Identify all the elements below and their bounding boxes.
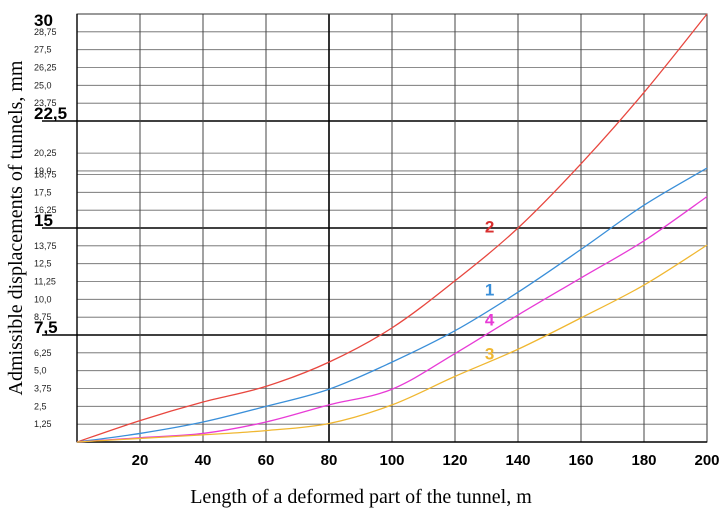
chart-grid bbox=[42, 13, 708, 443]
y-tick-label: 17,5 bbox=[34, 187, 52, 197]
x-tick-label: 120 bbox=[442, 452, 467, 469]
x-tick-label: 140 bbox=[505, 452, 530, 469]
series-line-3 bbox=[76, 244, 708, 443]
y-major-tick-label: 30 bbox=[34, 11, 53, 30]
y-tick-label: 11,25 bbox=[34, 277, 56, 287]
y-tick-label: 18,75 bbox=[34, 170, 57, 180]
series-line-1 bbox=[76, 167, 708, 443]
x-tick-label: 20 bbox=[132, 452, 149, 469]
chart-series bbox=[76, 13, 708, 443]
y-tick-label: 20,25 bbox=[34, 148, 57, 158]
y-major-tick-label: 22,5 bbox=[34, 104, 67, 123]
y-tick-label: 10,0 bbox=[34, 294, 52, 304]
y-tick-label: 27,5 bbox=[34, 45, 52, 55]
x-tick-label: 80 bbox=[321, 452, 338, 469]
curve-label-2: 2 bbox=[485, 218, 494, 237]
curve-label-1: 1 bbox=[485, 280, 494, 299]
x-tick-label: 200 bbox=[694, 452, 719, 469]
curve-labels: 2 1 4 3 bbox=[485, 218, 495, 364]
y-tick-label: 12,5 bbox=[34, 259, 52, 269]
y-tick-label: 16,25 bbox=[34, 205, 57, 215]
y-major-tick-label: 7,5 bbox=[34, 318, 58, 337]
y-axis-label: Admissible displacements of tunnels, mm bbox=[5, 60, 27, 395]
x-axis-label: Length of a deformed part of the tunnel,… bbox=[190, 486, 532, 508]
y-tick-label: 6,25 bbox=[34, 348, 52, 358]
curve-label-4: 4 bbox=[485, 310, 495, 329]
y-major-tick-label: 15 bbox=[34, 211, 53, 230]
y-tick-label: 25,0 bbox=[34, 80, 52, 90]
series-line-2 bbox=[76, 13, 708, 443]
y-tick-label: 8,75 bbox=[34, 312, 52, 322]
y-tick-label: 5,0 bbox=[34, 366, 47, 376]
y-tick-label: 13,75 bbox=[34, 241, 57, 251]
curve-label-3: 3 bbox=[485, 345, 494, 364]
y-tick-label: 23,75 bbox=[34, 98, 57, 108]
y-axis-ticks: 1,25 2,5 3,75 5,0 6,25 8,75 10,0 11,25 12,5 13,75… bbox=[34, 11, 67, 429]
x-tick-label: 100 bbox=[379, 452, 404, 469]
y-tick-label: 3,75 bbox=[34, 384, 52, 394]
y-tick-label: 26,25 bbox=[34, 63, 57, 73]
x-tick-label: 40 bbox=[195, 452, 212, 469]
y-tick-label: 19,0 bbox=[34, 166, 52, 176]
x-axis-ticks: 20 40 60 80 100 120 140 160 180 200 bbox=[132, 452, 720, 469]
x-tick-label: 160 bbox=[568, 452, 593, 469]
y-tick-label: 2,5 bbox=[34, 401, 47, 411]
y-tick-label: 1,25 bbox=[34, 419, 52, 429]
y-tick-label: 28,75 bbox=[34, 27, 57, 37]
x-tick-label: 180 bbox=[631, 452, 656, 469]
series-line-4 bbox=[76, 196, 708, 443]
x-tick-label: 60 bbox=[258, 452, 275, 469]
